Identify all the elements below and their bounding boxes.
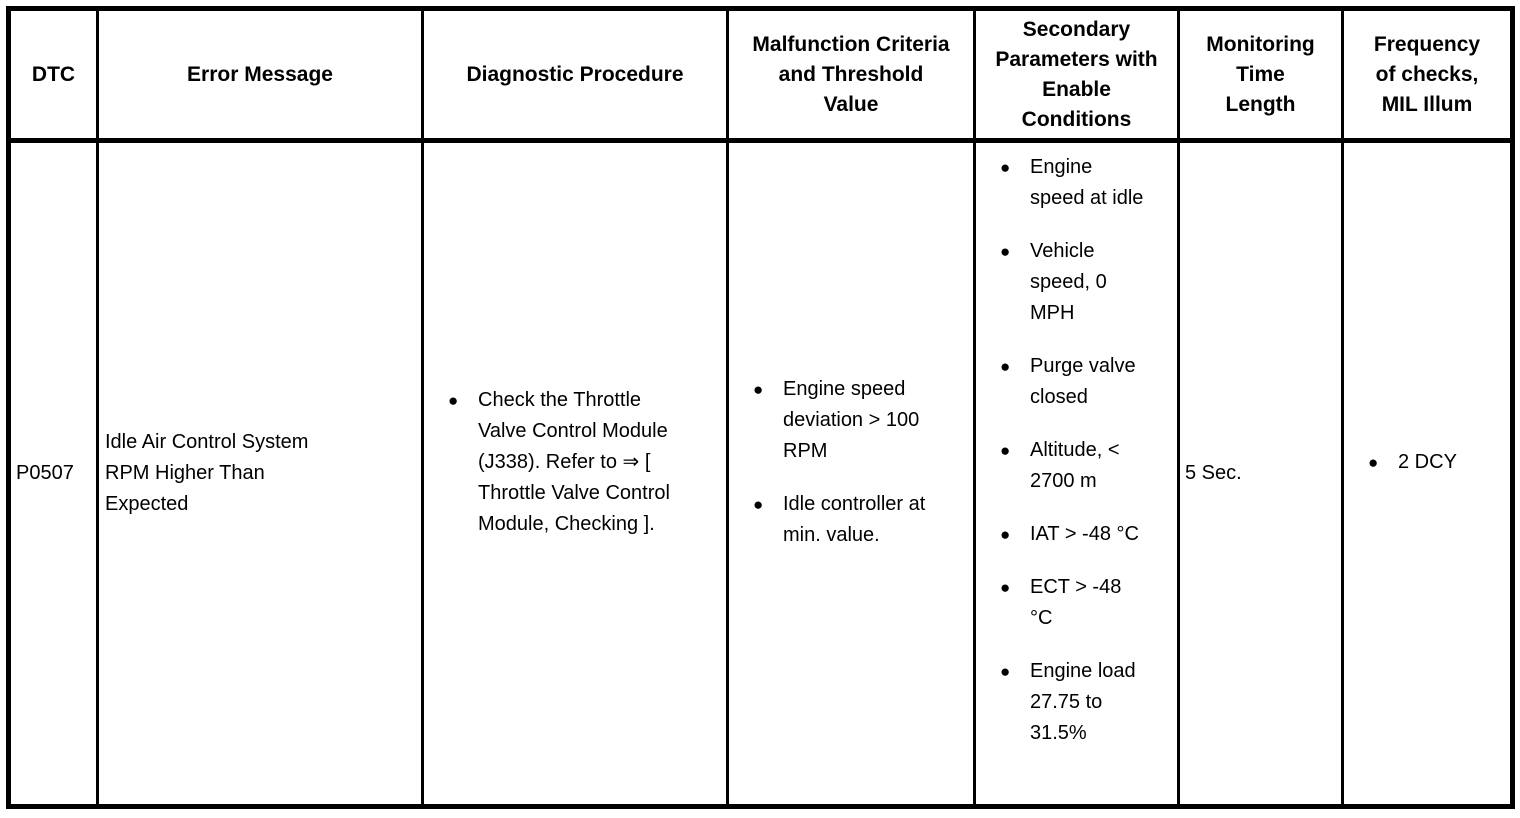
column-header-dtc: DTC bbox=[7, 7, 99, 143]
cell-malfunction-criteria: Engine speed deviation > 100 RPM Idle con… bbox=[726, 139, 976, 808]
table-row: P0507 Idle Air Control System RPM Higher… bbox=[7, 139, 1514, 808]
column-header-error-message: Error Message bbox=[96, 7, 424, 143]
list-item: Check the Throttle Valve Control Module … bbox=[448, 385, 722, 540]
list-item: Purge valve closed bbox=[1000, 351, 1173, 413]
list-item: 2 DCY bbox=[1368, 447, 1506, 478]
cell-secondary-parameters: Engine speed at idle Vehicle speed, 0 MPH… bbox=[973, 139, 1180, 808]
header-row: DTC Error Message Diagnostic Procedure M… bbox=[7, 7, 1514, 143]
list-item: Engine speed deviation > 100 RPM bbox=[753, 374, 969, 467]
list-item: Engine speed at idle bbox=[1000, 152, 1173, 214]
cell-diagnostic-procedure: Check the Throttle Valve Control Module … bbox=[421, 139, 729, 808]
malfunction-criteria-list: Engine speed deviation > 100 RPM Idle con… bbox=[729, 374, 973, 551]
column-header-malfunction-criteria: Malfunction Criteria and Threshold Value bbox=[726, 7, 976, 143]
list-item: IAT > -48 °C bbox=[1000, 519, 1173, 550]
list-item: Vehicle speed, 0 MPH bbox=[1000, 236, 1173, 329]
list-item: Idle controller at min. value. bbox=[753, 489, 969, 551]
column-header-monitoring-time: Monitoring Time Length bbox=[1177, 7, 1344, 143]
column-header-diagnostic-procedure: Diagnostic Procedure bbox=[421, 7, 729, 143]
cell-error-message: Idle Air Control System RPM Higher Than … bbox=[96, 139, 424, 808]
cell-monitoring-time: 5 Sec. bbox=[1177, 139, 1344, 808]
list-item: Engine load 27.75 to 31.5% bbox=[1000, 656, 1173, 749]
cell-dtc-code: P0507 bbox=[7, 139, 99, 808]
cell-frequency: 2 DCY bbox=[1341, 139, 1514, 808]
diagnostic-procedure-list: Check the Throttle Valve Control Module … bbox=[424, 385, 726, 540]
column-header-frequency: Frequency of checks, MIL Illum bbox=[1341, 7, 1514, 143]
dtc-table: DTC Error Message Diagnostic Procedure M… bbox=[6, 6, 1515, 809]
list-item: Altitude, < 2700 m bbox=[1000, 435, 1173, 497]
frequency-list: 2 DCY bbox=[1344, 447, 1510, 478]
column-header-secondary-parameters: Secondary Parameters with Enable Conditi… bbox=[973, 7, 1180, 143]
secondary-parameters-list: Engine speed at idle Vehicle speed, 0 MPH… bbox=[976, 152, 1177, 749]
list-item: ECT > -48 °C bbox=[1000, 572, 1173, 634]
